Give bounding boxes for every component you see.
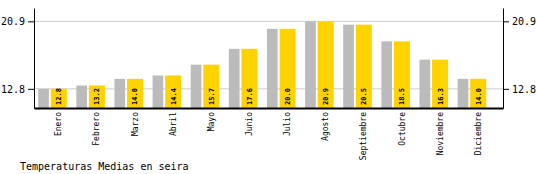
bar-shadow [419,60,430,108]
bar [470,79,486,108]
x-axis: Enero Febrero Marzo Abril Mayo Junio Julio Agos… [35,109,504,161]
plot: Enero Febrero Marzo Abril Mayo Junio Julio Agos… [1,9,536,174]
bar-shadow [114,79,125,108]
data-label: 18.5 [398,88,406,105]
bar-shadow [229,49,240,108]
tick: Octubre [398,112,407,146]
bar-shadow [267,29,278,108]
data-label: 13.2 [93,88,101,105]
tick-label: Octubre [398,112,407,146]
tick: 12.8 [503,84,536,95]
tick-mark [503,21,509,22]
bar [51,89,67,108]
bar [318,21,334,108]
bars [38,21,486,108]
bar-shadow [305,21,316,108]
data-label: 20.5 [360,88,368,105]
tick-mark [503,89,509,90]
bar [165,76,181,109]
data-label: 14.4 [170,88,178,105]
bar-shadow [381,41,392,108]
chart: Enero Febrero Marzo Abril Mayo Junio Julio Agos… [0,0,537,174]
bar-shadow [38,89,49,108]
tick-label: 20.9 [512,16,536,27]
tick-label: Julio [283,112,292,136]
tick: Noviembre [436,112,445,156]
bar-shadow [458,79,469,108]
bar [356,25,372,108]
tick-label: Marzo [131,112,140,136]
tick: 20.9 [503,16,536,27]
bar [394,41,410,108]
tick-label: Febrero [92,112,101,146]
bar-shadow [343,25,354,108]
tick: Abril [169,112,178,136]
tick: Febrero [92,112,101,146]
title: Temperaturas Medias en seira [20,161,189,172]
data-label: 17.6 [246,88,254,105]
y2-axis: 12.8 20.9 [503,9,536,109]
data-label: 12.8 [55,88,63,105]
tick-label: Agosto [321,112,330,141]
tick-label: 12.8 [512,84,536,95]
data-label: 20.0 [284,88,292,105]
tick-label: Noviembre [436,112,445,156]
axis-line [35,108,504,110]
grid-line [34,21,503,22]
bar [432,60,448,108]
tick-label: Mayo [207,112,216,131]
tick-label: Abril [169,112,178,136]
tick: 12.8 [1,84,34,95]
tick-label: Junio [245,112,254,136]
tick-label: Septiembre [359,112,368,160]
data-label: 14.0 [475,88,483,105]
bar [241,49,257,108]
tick: Enero [54,112,63,136]
tick: 20.9 [1,16,34,27]
tick: Septiembre [359,112,368,160]
data-label: 15.7 [208,88,216,105]
y-axis: 12.8 20.9 [1,9,35,109]
tick-label: 12.8 [1,84,25,95]
bar-shadow [191,65,202,108]
data-label: 16.3 [437,88,445,105]
tick: Julio [283,112,292,136]
tick: Agosto [321,112,330,141]
tick: Junio [245,112,254,136]
bar [89,86,105,109]
data-label: 14.0 [131,88,139,105]
tick-label: Diciembre [474,112,483,156]
tick: Mayo [207,112,216,131]
tick-mark [28,89,34,90]
tick: Diciembre [474,112,483,156]
tick: Marzo [131,112,140,136]
tick-label: 20.9 [1,16,25,27]
axis-line [34,9,35,109]
axis-line [503,9,504,109]
tick-mark [28,21,34,22]
data-label: 20.9 [322,88,330,105]
bar-shadow [76,86,87,109]
bar [127,79,143,108]
data-labels: 12.8 13.2 14.0 14.4 15.7 17.6 20.0 20.9 20.5 18.5… [55,88,482,105]
bar-shadow [153,76,164,109]
tick-label: Enero [54,112,63,136]
bar [280,29,296,108]
bar [203,65,219,108]
